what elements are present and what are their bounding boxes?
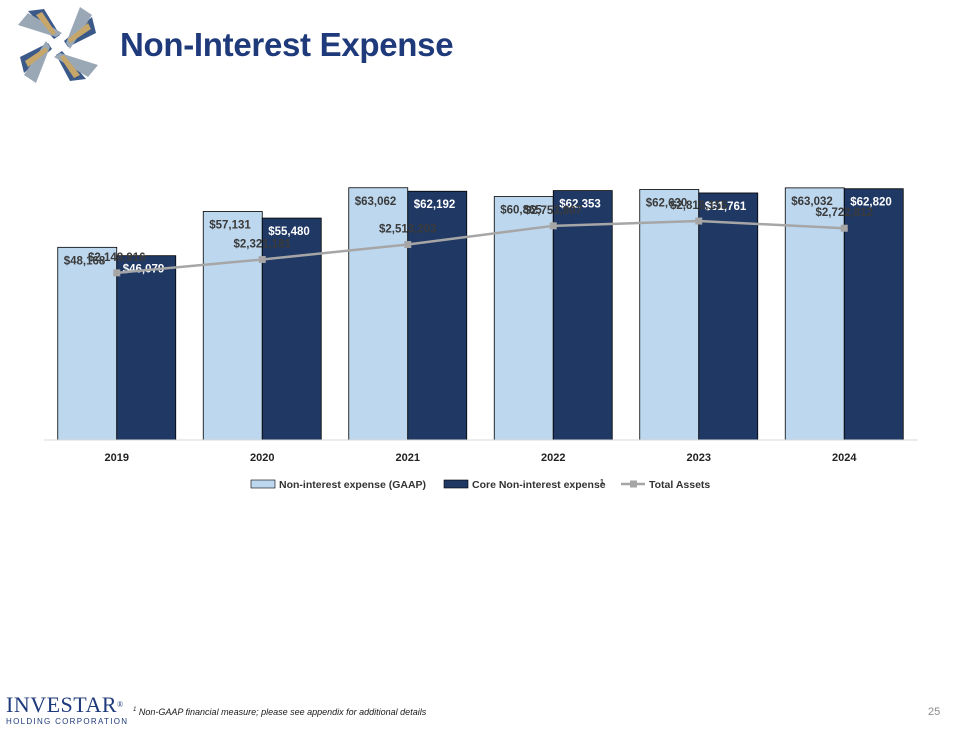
total-assets-label-2021: $2,513,203 xyxy=(379,224,437,236)
legend-label-total-assets: Total Assets xyxy=(649,479,710,491)
legend-marker-total-assets xyxy=(630,480,637,488)
bar-core-2020 xyxy=(261,217,322,441)
footnote: 1 Non-GAAP financial measure; please see… xyxy=(133,707,426,717)
label-gaap-2019: $48,168 xyxy=(64,255,106,267)
total-assets-point-2022 xyxy=(549,222,557,230)
legend-swatch-gaap xyxy=(250,479,276,489)
brand-registered-mark: ® xyxy=(117,700,124,709)
brand-name: INVESTAR xyxy=(6,692,118,717)
label-gaap-2024: $63,032 xyxy=(791,196,833,208)
label-gaap-2022: $60,865 xyxy=(500,205,542,217)
total-assets-label-2019: $2,148,916 xyxy=(88,252,146,264)
bar-gaap-2022 xyxy=(493,196,554,441)
tick-label-2024: 2024 xyxy=(832,452,857,464)
bar-gaap-2019 xyxy=(57,246,118,441)
total-assets-line xyxy=(116,219,845,275)
tick-label-2019: 2019 xyxy=(105,452,129,464)
total-assets-point-2023 xyxy=(695,217,703,225)
bar-gaap-2023 xyxy=(639,189,700,441)
page-title: Non-Interest Expense xyxy=(120,26,454,63)
non-interest-expense-chart: $48,168$46,079$57,131$55,480$63,062 $62,1… xyxy=(44,187,918,491)
footnote-marker: 1 xyxy=(133,707,137,713)
total-assets-point-2021 xyxy=(404,241,412,249)
total-assets-label-2022: $2,753,807 xyxy=(524,205,582,217)
tick-label-2023: 2023 xyxy=(687,452,711,464)
label-gaap-2023: $62,630 xyxy=(646,197,688,209)
total-assets-point-2019 xyxy=(113,269,121,277)
total-assets-label-2024: $2,722,812 xyxy=(815,207,873,219)
legend-label-gaap: Non-interest expense (GAAP) xyxy=(279,479,426,491)
total-assets-point-2020 xyxy=(258,255,266,263)
bar-gaap-2024 xyxy=(784,187,845,441)
legend-swatch-core xyxy=(443,479,469,489)
label-gaap-2021: $63,062 xyxy=(355,196,397,208)
tick-label-2022: 2022 xyxy=(541,452,565,464)
footnote-text: Non-GAAP financial measure; please see a… xyxy=(138,707,427,717)
brand-subtitle: HOLDING CORPORATION xyxy=(6,717,129,726)
label-core-2024: $62,820 xyxy=(850,197,892,209)
chart-legend: Non-interest expense (GAAP) Core Non-inte… xyxy=(250,479,710,491)
footer-brand-logo: INVESTAR® HOLDING CORPORATION xyxy=(6,692,129,727)
label-core-2021: $62,192 xyxy=(414,199,456,211)
tick-label-2020: 2020 xyxy=(250,452,274,464)
page-number: 25 xyxy=(928,706,941,718)
bar-core-2022 xyxy=(552,190,613,441)
total-assets-point-2024 xyxy=(840,224,848,232)
label-core-2022: $62,353 xyxy=(559,199,601,211)
bar-gaap-2021 xyxy=(348,187,409,441)
total-assets-label-2023: $2,815,155 xyxy=(670,200,728,212)
bar-core-2019 xyxy=(116,255,177,441)
bar-core-2021 xyxy=(407,190,468,441)
company-logo-icon xyxy=(18,7,98,83)
bar-core-2023 xyxy=(698,192,759,441)
label-gaap-2020: $57,131 xyxy=(209,219,251,231)
label-core-2023: $61,761 xyxy=(705,201,747,213)
tick-label-2021: 2021 xyxy=(396,452,420,464)
legend-superscript-core: 1 xyxy=(600,479,604,486)
total-assets-label-2020: $2,321,181 xyxy=(233,238,291,250)
legend-label-core: Core Non-interest expense xyxy=(472,479,606,491)
bar-core-2024 xyxy=(843,188,904,441)
label-core-2020: $55,480 xyxy=(268,226,310,238)
